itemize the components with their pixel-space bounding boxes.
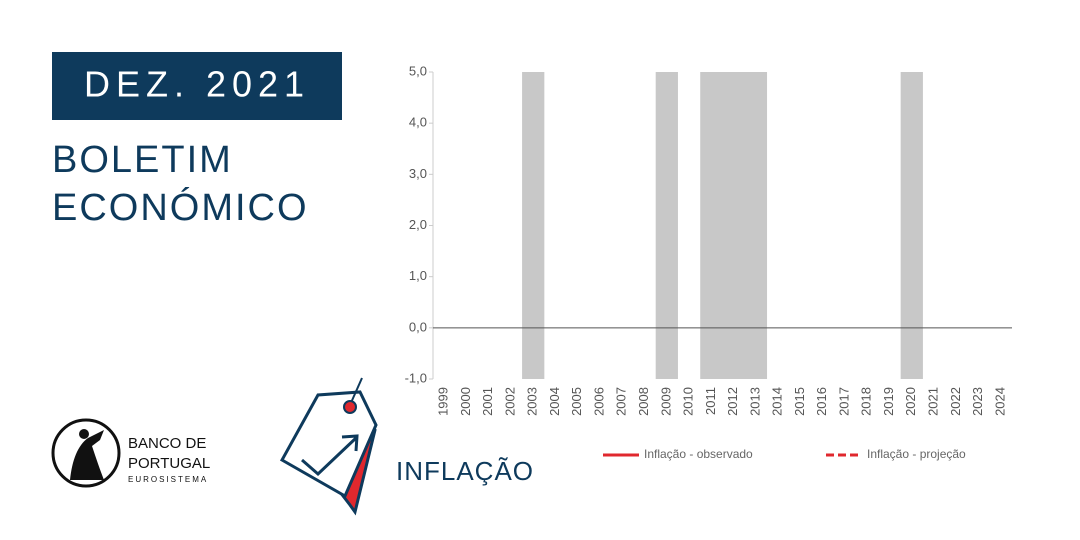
title-line: BOLETIM (52, 139, 233, 181)
x-tick-label: 2005 (569, 387, 584, 416)
x-tick-label: 2004 (547, 387, 562, 416)
logo-head (79, 429, 89, 439)
x-tick-label: 2017 (836, 387, 851, 416)
section-title: INFLAÇÃO (396, 456, 534, 486)
x-tick-label: 2002 (502, 387, 517, 416)
shaded-period (700, 72, 768, 379)
x-tick-label: 2024 (992, 387, 1007, 416)
y-tick-label: 1,0 (409, 268, 427, 283)
x-tick-label: 2006 (591, 387, 606, 416)
x-tick-label: 2011 (703, 387, 718, 415)
legend-label: Inflação - projeção (867, 447, 966, 461)
shaded-period (655, 72, 678, 379)
logo-text: BANCO DE (128, 435, 206, 452)
x-tick-label: 2013 (747, 387, 762, 416)
y-tick-label: 3,0 (409, 166, 427, 181)
x-tick-label: 2019 (881, 387, 896, 416)
logo-figure (70, 430, 104, 480)
legend-label: Inflação - observado (644, 447, 753, 461)
x-tick-label: 2016 (814, 387, 829, 416)
shaded-period (900, 72, 923, 379)
x-tick-label: 2020 (903, 387, 918, 416)
x-tick-label: 2023 (970, 387, 985, 416)
shaded-period (522, 72, 545, 379)
x-tick-label: 2014 (770, 387, 785, 416)
x-tick-label: 2010 (681, 387, 696, 416)
y-tick-label: 0,0 (409, 319, 427, 334)
x-tick-label: 2003 (525, 387, 540, 416)
x-tick-label: 2018 (859, 387, 874, 416)
x-tick-label: 2000 (458, 387, 473, 416)
title-line: ECONÓMICO (52, 186, 309, 229)
tag-icon (279, 377, 378, 516)
date-box (52, 52, 342, 120)
y-tick-label: 4,0 (409, 115, 427, 130)
x-tick-label: 2001 (480, 387, 495, 416)
logo-subtitle: EUROSISTEMA (128, 475, 208, 484)
date: DEZ. 2021 (84, 64, 310, 105)
logo-text: PORTUGAL (128, 455, 210, 472)
x-tick-label: 2012 (725, 387, 740, 416)
x-tick-label: 2021 (925, 387, 940, 416)
y-tick-label: -1,0 (405, 370, 427, 385)
x-tick-label: 2022 (948, 387, 963, 416)
y-tick-label: 5,0 (409, 63, 427, 78)
x-tick-label: 2007 (614, 387, 629, 416)
x-tick-label: 1999 (436, 387, 451, 416)
y-tick-label: 2,0 (409, 217, 427, 232)
x-tick-label: 2015 (792, 387, 807, 416)
x-tick-label: 2008 (636, 387, 651, 416)
x-tick-label: 2009 (658, 387, 673, 416)
